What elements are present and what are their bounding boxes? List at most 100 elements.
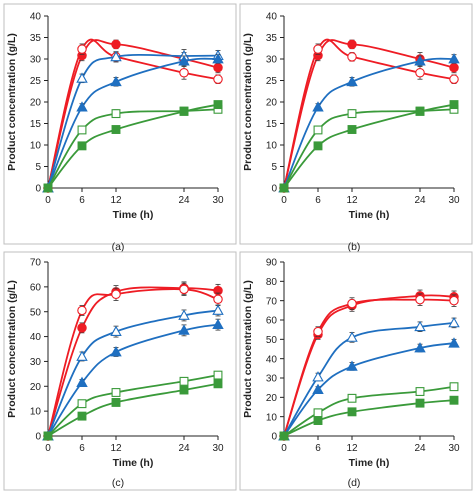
y-tick-label: 0	[271, 432, 277, 443]
series-6	[279, 395, 459, 441]
series-6	[43, 100, 223, 193]
y-tick-label: 0	[35, 432, 41, 443]
data-point	[110, 346, 122, 357]
data-point	[312, 371, 324, 382]
data-point	[111, 125, 121, 134]
data-point	[279, 431, 289, 441]
y-tick-label: 20	[266, 393, 278, 404]
series-1	[279, 39, 459, 193]
data-point	[77, 141, 87, 151]
data-point	[43, 183, 53, 193]
y-tick-label: 35	[266, 33, 278, 44]
y-tick-label: 10	[266, 141, 278, 152]
series-line	[47, 38, 219, 189]
data-point	[179, 68, 189, 78]
y-tick-label: 20	[266, 98, 278, 109]
data-point	[347, 407, 357, 417]
series-3	[278, 316, 460, 441]
x-tick-label: 30	[212, 195, 224, 206]
series-1	[279, 289, 459, 441]
x-axis-title: Time (h)	[349, 209, 390, 221]
series-2	[279, 293, 459, 441]
y-tick-label: 35	[30, 33, 42, 44]
data-point	[77, 411, 87, 421]
x-tick-label: 0	[281, 195, 287, 206]
panel-frame	[3, 3, 237, 245]
data-point	[111, 397, 121, 407]
panel-frame	[239, 251, 473, 491]
x-tick-label: 24	[414, 443, 426, 454]
y-tick-label: 30	[30, 357, 42, 368]
data-point	[77, 125, 87, 135]
data-point	[346, 75, 358, 87]
x-tick-label: 0	[45, 443, 51, 454]
y-axis-title: Product concentration (g/L)	[6, 280, 18, 418]
data-point	[448, 337, 460, 348]
chart-panel-1: 0 5 10 15 20 25 30 35 40 0 6 12 24 30 Time (h) Product …	[3, 3, 237, 253]
data-point	[415, 107, 425, 116]
series-line	[283, 103, 455, 189]
data-point	[448, 316, 460, 328]
y-tick-label: 5	[271, 162, 277, 173]
series-5	[43, 370, 223, 441]
series-3	[42, 304, 224, 441]
chart-panel-3: 0 10 20 30 40 50 60 70 0 6 12 24 30 Time (h) Product c…	[3, 251, 237, 491]
y-tick-label: 0	[271, 184, 277, 195]
x-tick-label: 24	[178, 195, 190, 206]
data-point	[213, 100, 223, 110]
y-tick-label: 60	[266, 316, 278, 327]
data-point	[449, 382, 459, 392]
data-point	[415, 68, 425, 78]
chart-panel-4: 0 10 20 30 40 50 60 70 80 90 0 6 12 24 30 Time (h) Produ…	[239, 251, 473, 491]
data-point	[213, 370, 223, 380]
x-axis-title: Time (h)	[113, 209, 154, 221]
data-point	[313, 416, 323, 425]
series-line	[283, 385, 455, 437]
data-point	[347, 393, 357, 403]
data-point	[110, 75, 122, 87]
data-point	[347, 109, 357, 119]
data-point	[77, 44, 87, 54]
series-2	[279, 38, 459, 193]
data-point	[279, 183, 289, 193]
data-point	[178, 309, 190, 320]
data-point	[448, 53, 460, 64]
series-line	[283, 38, 455, 189]
y-tick-label: 5	[35, 162, 41, 173]
y-tick-label: 15	[30, 119, 42, 130]
x-tick-label: 12	[110, 195, 122, 206]
y-tick-label: 10	[30, 407, 42, 418]
y-tick-label: 30	[266, 374, 278, 385]
y-tick-label: 20	[30, 382, 42, 393]
data-point	[179, 376, 189, 386]
series-6	[43, 379, 223, 441]
data-point	[449, 395, 459, 405]
series-1	[43, 39, 223, 193]
panel-frame	[239, 3, 473, 245]
y-tick-label: 80	[266, 277, 278, 288]
data-point	[179, 385, 189, 395]
series-line	[283, 39, 455, 189]
data-point	[313, 408, 323, 418]
series-3	[42, 49, 224, 193]
y-tick-label: 70	[266, 296, 278, 307]
data-point	[313, 141, 323, 151]
data-point	[347, 298, 357, 309]
y-tick-label: 90	[266, 258, 278, 269]
data-point	[347, 39, 357, 50]
series-5	[43, 104, 223, 193]
x-tick-label: 0	[45, 195, 51, 206]
x-tick-label: 6	[315, 195, 321, 206]
series-5	[279, 100, 459, 193]
series-4	[279, 104, 459, 193]
y-tick-label: 30	[266, 55, 278, 66]
data-point	[111, 109, 121, 119]
data-point	[312, 383, 324, 394]
series-line	[283, 108, 455, 189]
data-point	[449, 74, 459, 84]
data-point	[77, 323, 87, 333]
data-point	[212, 318, 224, 330]
x-tick-label: 6	[315, 443, 321, 454]
